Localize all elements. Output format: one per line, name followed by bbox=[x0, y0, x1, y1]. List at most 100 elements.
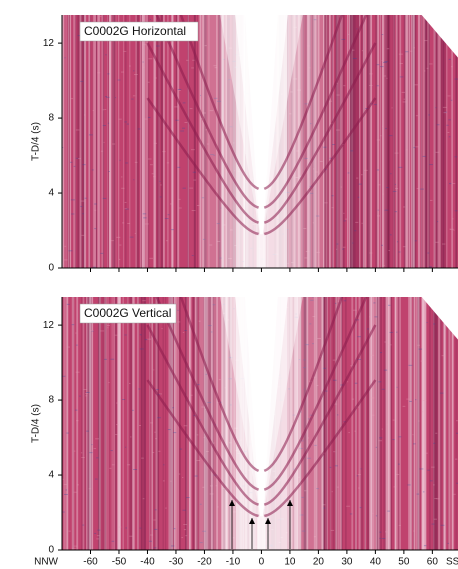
noise bbox=[383, 75, 387, 77]
noise bbox=[416, 493, 420, 495]
noise bbox=[392, 439, 395, 441]
trace bbox=[438, 15, 440, 268]
trace bbox=[83, 15, 85, 268]
noise bbox=[317, 337, 321, 339]
noise bbox=[196, 434, 199, 436]
trace bbox=[305, 15, 307, 268]
trace bbox=[151, 297, 153, 550]
noise bbox=[413, 47, 416, 49]
trace bbox=[432, 297, 436, 550]
noise bbox=[369, 252, 373, 254]
trace bbox=[136, 15, 140, 268]
noise bbox=[201, 197, 205, 199]
noise bbox=[455, 458, 458, 460]
noise bbox=[323, 390, 328, 392]
noise bbox=[228, 79, 231, 81]
trace bbox=[443, 297, 447, 550]
trace bbox=[142, 15, 145, 268]
trace bbox=[286, 15, 289, 268]
trace bbox=[352, 15, 355, 268]
noise bbox=[229, 229, 233, 231]
trace bbox=[205, 297, 209, 550]
trace bbox=[409, 15, 411, 268]
trace bbox=[376, 297, 379, 550]
noise bbox=[81, 457, 85, 459]
noise bbox=[376, 139, 381, 141]
noise bbox=[219, 257, 222, 259]
trace bbox=[387, 15, 391, 268]
trace bbox=[187, 15, 190, 268]
noise bbox=[357, 336, 361, 338]
noise bbox=[393, 486, 397, 488]
trace bbox=[446, 15, 448, 268]
noise bbox=[144, 118, 148, 120]
x-end-label: NNW bbox=[34, 557, 58, 568]
noise bbox=[377, 184, 381, 186]
noise bbox=[384, 61, 389, 63]
noise bbox=[433, 442, 436, 444]
trace bbox=[221, 297, 224, 550]
noise bbox=[91, 330, 94, 332]
noise bbox=[384, 341, 387, 343]
noise bbox=[223, 58, 226, 60]
noise bbox=[198, 320, 201, 322]
trace bbox=[153, 15, 156, 268]
noise bbox=[396, 331, 398, 333]
noise bbox=[351, 398, 355, 400]
trace bbox=[301, 15, 305, 268]
noise bbox=[313, 168, 315, 170]
noise bbox=[389, 234, 392, 236]
noise bbox=[178, 207, 182, 209]
trace bbox=[156, 15, 160, 268]
noise bbox=[439, 392, 444, 394]
trace bbox=[111, 297, 113, 550]
trace bbox=[82, 15, 85, 268]
trace bbox=[66, 297, 69, 550]
noise bbox=[96, 457, 99, 459]
noise bbox=[69, 161, 73, 163]
noise bbox=[217, 506, 219, 508]
noise bbox=[186, 59, 189, 61]
trace bbox=[171, 15, 174, 268]
trace bbox=[377, 297, 379, 550]
noise bbox=[218, 379, 221, 381]
trace bbox=[312, 15, 315, 268]
trace bbox=[140, 297, 143, 550]
noise bbox=[391, 107, 393, 109]
noise bbox=[312, 343, 314, 345]
arrival bbox=[263, 97, 377, 236]
noise bbox=[199, 94, 202, 96]
trace bbox=[107, 297, 109, 550]
noise bbox=[342, 248, 344, 250]
noise bbox=[454, 78, 458, 80]
trace bbox=[323, 15, 325, 268]
noise bbox=[428, 114, 430, 116]
noise bbox=[120, 71, 124, 73]
trace bbox=[158, 297, 159, 550]
noise bbox=[202, 486, 205, 488]
trace bbox=[340, 297, 342, 550]
noise bbox=[329, 466, 332, 468]
trace bbox=[348, 15, 351, 268]
y-tick-label: 4 bbox=[48, 470, 54, 481]
trace bbox=[300, 15, 302, 268]
trace bbox=[104, 297, 107, 550]
noise bbox=[155, 438, 158, 440]
noise bbox=[396, 386, 398, 388]
trace bbox=[433, 297, 435, 550]
noise bbox=[384, 209, 389, 211]
noise bbox=[343, 220, 346, 222]
noise bbox=[343, 85, 346, 87]
title-box bbox=[79, 303, 177, 324]
trace bbox=[410, 297, 412, 550]
noise bbox=[83, 389, 88, 391]
noise bbox=[374, 316, 378, 318]
center-below bbox=[257, 234, 266, 268]
noise bbox=[85, 395, 88, 397]
noise bbox=[193, 179, 197, 181]
noise bbox=[183, 524, 188, 526]
trace bbox=[204, 297, 206, 550]
trace bbox=[335, 297, 338, 550]
noise bbox=[298, 476, 301, 478]
noise bbox=[378, 440, 382, 442]
